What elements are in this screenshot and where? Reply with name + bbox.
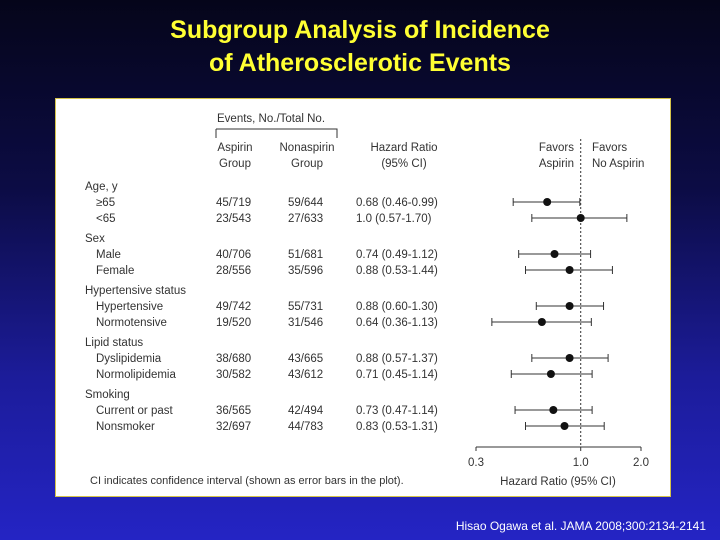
x-tick-label: 1.0 bbox=[573, 457, 589, 469]
hr-point bbox=[543, 198, 552, 206]
row-label: Normotensive bbox=[96, 317, 167, 329]
aspirin-header-line-1: Aspirin bbox=[217, 142, 252, 154]
group-label: Smoking bbox=[85, 389, 130, 401]
nonaspirin-header-line-2: Group bbox=[291, 158, 323, 170]
citation: Hisao Ogawa et al. JAMA 2008;300:2134-21… bbox=[455, 519, 706, 533]
aspirin-value: 19/520 bbox=[216, 317, 251, 329]
hr-point bbox=[549, 406, 558, 414]
hr-value: 0.68 (0.46-0.99) bbox=[356, 197, 438, 209]
nonaspirin-value: 43/665 bbox=[288, 353, 323, 365]
aspirin-value: 32/697 bbox=[216, 421, 251, 433]
group-label: Hypertensive status bbox=[85, 285, 186, 297]
hr-point bbox=[560, 422, 569, 430]
nonaspirin-header-line-1: Nonaspirin bbox=[280, 142, 335, 154]
group-label: Lipid status bbox=[85, 337, 143, 349]
aspirin-value: 49/742 bbox=[216, 301, 251, 313]
row-label: Male bbox=[96, 249, 121, 261]
hr-value: 0.88 (0.53-1.44) bbox=[356, 265, 438, 277]
x-tick-label: 2.0 bbox=[633, 457, 649, 469]
hr-point bbox=[565, 302, 574, 310]
footnote: CI indicates confidence interval (shown … bbox=[90, 475, 404, 487]
aspirin-value: 23/543 bbox=[216, 213, 251, 225]
hr-value: 0.83 (0.53-1.31) bbox=[356, 421, 438, 433]
hr-point bbox=[565, 354, 574, 362]
group-label: Age, y bbox=[85, 181, 118, 193]
row-label: Nonsmoker bbox=[96, 421, 155, 433]
events-header-bracket bbox=[215, 128, 338, 138]
row-label: Female bbox=[96, 265, 134, 277]
favors-aspirin-line-1: Favors bbox=[539, 142, 574, 154]
aspirin-value: 30/582 bbox=[216, 369, 251, 381]
nonaspirin-value: 42/494 bbox=[288, 405, 324, 417]
slide-title-line-1: Subgroup Analysis of Incidence bbox=[170, 16, 550, 44]
favors-aspirin-line-2: Aspirin bbox=[539, 158, 574, 170]
hr-value: 0.88 (0.60-1.30) bbox=[356, 301, 438, 313]
nonaspirin-value: 44/783 bbox=[288, 421, 323, 433]
nonaspirin-value: 31/546 bbox=[288, 317, 323, 329]
hr-value: 0.74 (0.49-1.12) bbox=[356, 249, 438, 261]
forest-plot: Events, No./Total No. Aspirin Group Nonaspi… bbox=[85, 113, 649, 488]
forest-plot-panel: Events, No./Total No. Aspirin Group Nonaspi… bbox=[55, 98, 671, 497]
hr-header-line-1: Hazard Ratio bbox=[370, 142, 437, 154]
hr-header-line-2: (95% CI) bbox=[381, 158, 427, 170]
favors-no-aspirin-line-1: Favors bbox=[592, 142, 627, 154]
nonaspirin-value: 55/731 bbox=[288, 301, 323, 313]
hr-point bbox=[550, 250, 559, 258]
aspirin-value: 38/680 bbox=[216, 353, 251, 365]
favors-no-aspirin-line-2: No Aspirin bbox=[592, 158, 644, 170]
row-label: <65 bbox=[96, 213, 116, 225]
aspirin-value: 45/719 bbox=[216, 197, 251, 209]
hr-point bbox=[576, 214, 585, 222]
nonaspirin-value: 59/644 bbox=[288, 197, 324, 209]
row-label: Current or past bbox=[96, 405, 174, 417]
aspirin-header-line-2: Group bbox=[219, 158, 251, 170]
hr-value: 0.88 (0.57-1.37) bbox=[356, 353, 438, 365]
aspirin-value: 40/706 bbox=[216, 249, 251, 261]
hr-value: 0.73 (0.47-1.14) bbox=[356, 405, 438, 417]
nonaspirin-value: 35/596 bbox=[288, 265, 323, 277]
aspirin-value: 28/556 bbox=[216, 265, 251, 277]
group-label: Sex bbox=[85, 233, 105, 245]
nonaspirin-value: 43/612 bbox=[288, 369, 323, 381]
hr-point bbox=[546, 370, 555, 378]
hr-point bbox=[565, 266, 574, 274]
hr-value: 1.0 (0.57-1.70) bbox=[356, 213, 432, 225]
row-label: Normolipidemia bbox=[96, 369, 176, 381]
row-label: Hypertensive bbox=[96, 301, 163, 313]
slide-title: Subgroup Analysis of Incidence of Athero… bbox=[0, 14, 720, 80]
hr-value: 0.71 (0.45-1.14) bbox=[356, 369, 438, 381]
hr-point bbox=[537, 318, 546, 326]
x-tick-label: 0.3 bbox=[468, 457, 484, 469]
events-header: Events, No./Total No. bbox=[217, 113, 325, 125]
nonaspirin-value: 51/681 bbox=[288, 249, 323, 261]
x-axis-label: Hazard Ratio (95% CI) bbox=[500, 476, 616, 488]
slide-title-line-2: of Atherosclerotic Events bbox=[209, 49, 511, 77]
row-label: ≥65 bbox=[96, 197, 115, 209]
nonaspirin-value: 27/633 bbox=[288, 213, 323, 225]
hr-value: 0.64 (0.36-1.13) bbox=[356, 317, 438, 329]
aspirin-value: 36/565 bbox=[216, 405, 251, 417]
row-label: Dyslipidemia bbox=[96, 353, 162, 365]
